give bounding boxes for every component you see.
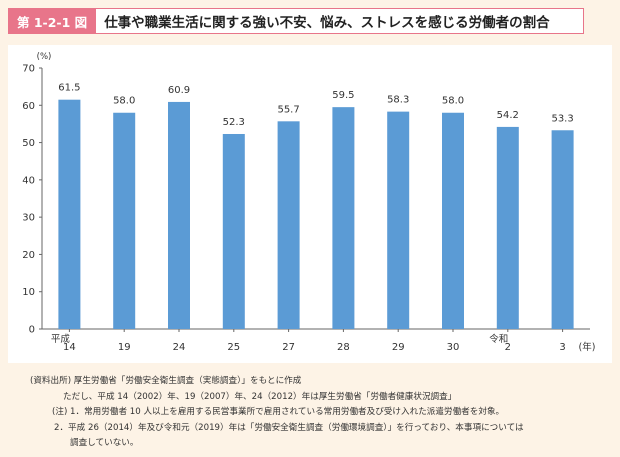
figure-number: 第 1-2-1 図	[8, 8, 97, 34]
y-tick-label: 60	[22, 101, 35, 112]
bar	[496, 126, 519, 329]
era-label: 平成	[51, 333, 71, 345]
source-note: (資料出所) 厚生労働省「労働安全衛生調査（実態調査）」をもとに作成	[30, 376, 302, 386]
x-tick-label: 27	[282, 342, 295, 353]
bar	[332, 107, 355, 330]
x-tick-label: 29	[392, 342, 405, 353]
x-tick-label: 25	[227, 342, 240, 353]
figure-header: 第 1-2-1 図 仕事や職業生活に関する強い不安、悩み、ストレスを感じる労働者…	[8, 8, 584, 34]
x-tick-label: 19	[118, 342, 131, 353]
y-tick-label: 50	[22, 138, 35, 149]
x-unit-label: (年)	[579, 341, 596, 353]
x-tick-label: 28	[337, 342, 350, 353]
y-unit-label: (%)	[37, 52, 52, 62]
bar	[222, 133, 245, 329]
y-tick-label: 70	[22, 64, 35, 75]
bar	[277, 121, 300, 329]
data-label: 54.2	[497, 110, 519, 121]
source-note-continued: ただし、平成 14（2002）年、19（2007）年、24（2012）年は厚生労…	[63, 391, 457, 402]
x-tick-label: 3	[559, 342, 565, 353]
note-1: (注) 1．常用労働者 10 人以上を雇用する民営事業所で雇用されている常用労働…	[52, 407, 505, 418]
data-label: 60.9	[168, 85, 190, 96]
figure-title: 仕事や職業生活に関する強い不安、悩み、ストレスを感じる労働者の割合	[96, 8, 584, 34]
era-label: 令和	[489, 333, 508, 345]
data-label: 52.3	[223, 117, 245, 128]
bar	[551, 130, 574, 329]
y-tick-label: 10	[22, 287, 35, 298]
y-tick-label: 20	[22, 250, 35, 261]
x-tick-label: 30	[447, 342, 460, 353]
x-tick-label: 24	[173, 342, 186, 353]
y-tick-label: 40	[22, 175, 35, 186]
data-label: 61.5	[58, 83, 80, 94]
bar	[113, 112, 136, 329]
data-label: 58.0	[113, 96, 135, 107]
data-label: 58.0	[442, 96, 464, 107]
y-tick-label: 0	[29, 325, 35, 336]
bar	[387, 111, 410, 329]
data-label: 53.3	[551, 113, 573, 124]
bar	[58, 99, 81, 329]
data-label: 59.5	[332, 90, 354, 101]
chart-panel: 0 10 20 30 40 50 60 70 (%) 61.5 14 平成 58.0 19 60.9 24 52…	[8, 45, 612, 363]
note-2-continued: 調査していない。	[70, 438, 139, 449]
notes: (資料出所) 厚生労働省「労働安全衛生調査（実態調査）」をもとに作成 ただし、平…	[30, 374, 524, 452]
x-tick-label: 2	[505, 342, 511, 353]
note-2: 2．平成 26（2014）年及び令和元（2019）年は「労働安全衛生調査（労働環…	[54, 422, 524, 433]
y-tick-label: 30	[22, 213, 35, 224]
x-tick-label: 14	[63, 342, 76, 353]
data-label: 55.7	[277, 104, 299, 115]
bar	[168, 101, 190, 330]
data-label: 58.3	[387, 95, 409, 106]
bar	[442, 112, 464, 329]
